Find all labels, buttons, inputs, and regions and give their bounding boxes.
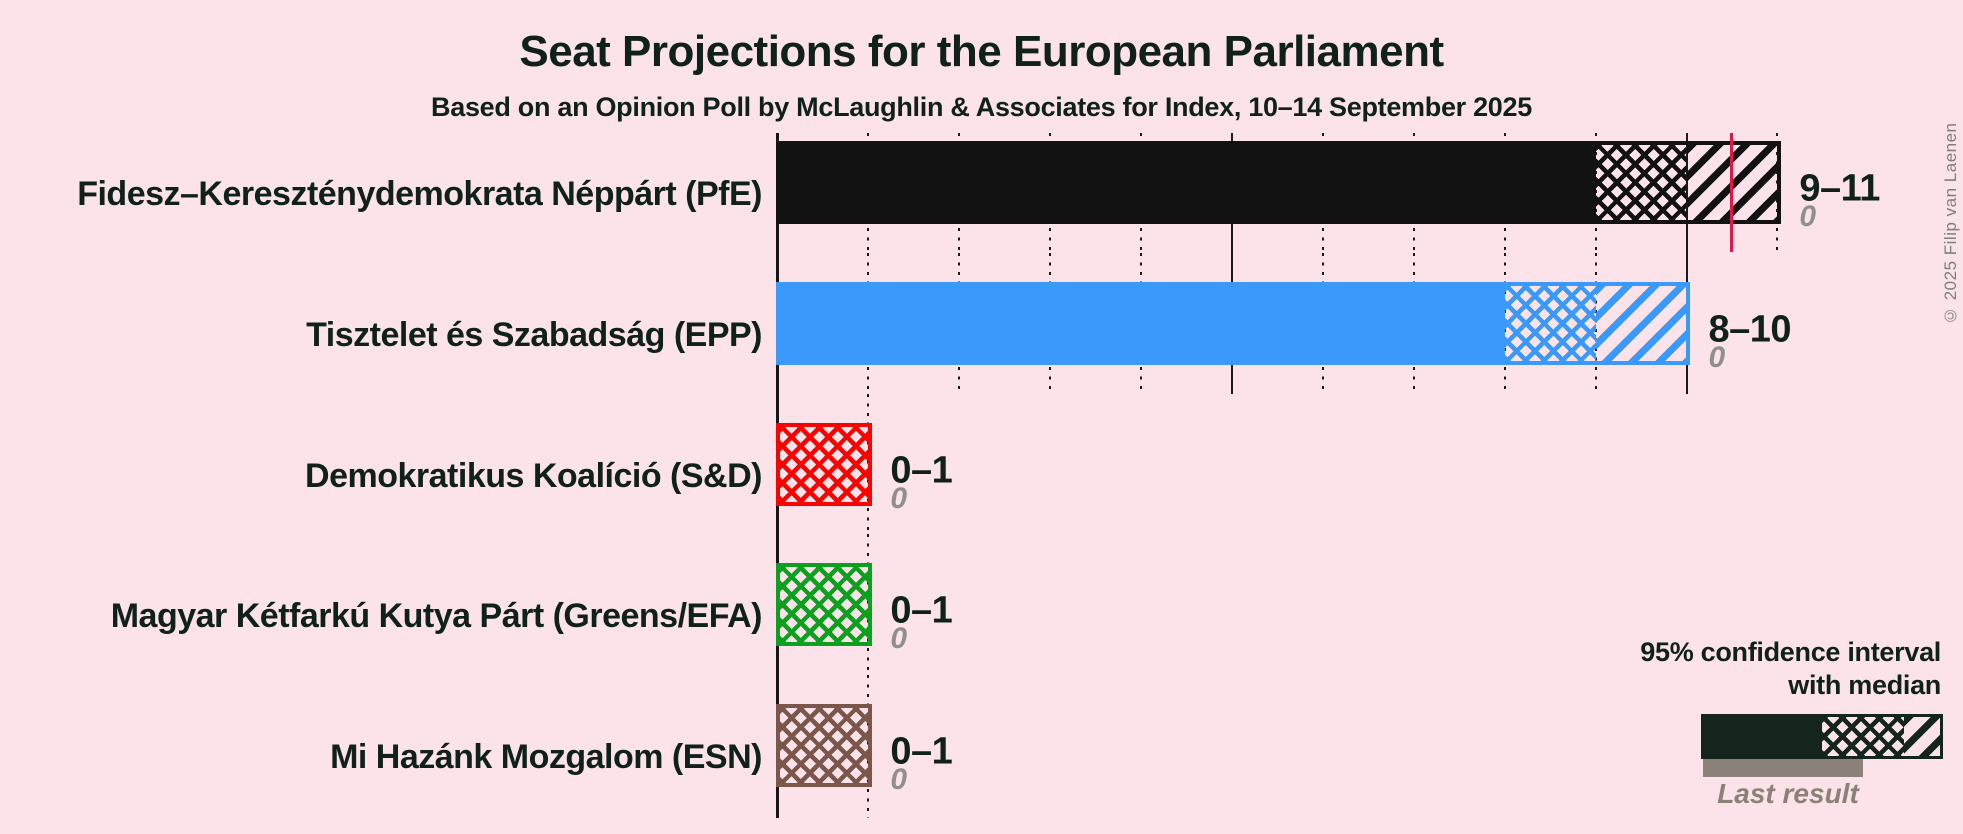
- confidence-interval-bar: [776, 282, 1690, 365]
- last-result-value: 0: [890, 763, 908, 796]
- copyright-notice: © 2025 Filip van Laenen: [1941, 122, 1960, 325]
- last-result-value: 0: [890, 622, 908, 655]
- ci-low-to-median-crosshatch-segment: [1595, 145, 1687, 220]
- chart-title: Seat Projections for the European Parlia…: [519, 27, 1444, 76]
- party-label: Magyar Kétfarkú Kutya Párt (Greens/EFA): [110, 597, 763, 635]
- legend-diagonal-segment: [1904, 717, 1940, 756]
- ci-low-to-median-crosshatch-segment: [780, 567, 869, 642]
- party-label: Mi Hazánk Mozgalom (ESN): [330, 738, 762, 776]
- party-label: Fidesz–Kereszténydemokrata Néppárt (PfE): [77, 175, 762, 213]
- legend-ci-line2: with median: [1788, 670, 1941, 700]
- majority-threshold-line: [1730, 133, 1734, 252]
- chart-subtitle: Based on an Opinion Poll by McLaughlin &…: [431, 92, 1532, 122]
- ci-median-to-high-diagonal-segment: [1595, 286, 1686, 361]
- confidence-interval-bar: [776, 704, 872, 787]
- ci-low-to-median-crosshatch-segment: [1504, 286, 1596, 361]
- ci-low-to-median-crosshatch-segment: [780, 708, 869, 783]
- legend-last-result-bar: [1703, 759, 1863, 777]
- seats-range-label: 0–1: [890, 449, 953, 491]
- seats-range-label: 9–11: [1799, 167, 1880, 209]
- seats-range-label: 0–1: [890, 589, 953, 631]
- seats-range-label: 0–1: [890, 730, 953, 772]
- last-result-value: 0: [1799, 200, 1817, 233]
- ci-lower-solid-segment: [780, 286, 1505, 361]
- legend-ci-sample-bar: [1701, 714, 1943, 759]
- legend-last-result-label: Last result: [1717, 778, 1859, 809]
- legend-ci-label: 95% confidence interval with median: [1640, 636, 1941, 702]
- legend-solid-segment: [1704, 717, 1822, 756]
- confidence-interval-bar: [776, 423, 872, 506]
- party-label: Demokratikus Koalíció (S&D): [305, 457, 762, 495]
- party-label: Tisztelet és Szabadság (EPP): [306, 316, 762, 354]
- confidence-interval-bar: [776, 141, 1781, 224]
- seats-range-label: 8–10: [1708, 308, 1792, 350]
- legend-crosshatch-segment: [1822, 717, 1904, 756]
- last-result-value: 0: [1708, 341, 1726, 374]
- legend-ci-line1: 95% confidence interval: [1640, 637, 1941, 667]
- confidence-interval-bar: [776, 563, 872, 646]
- last-result-value: 0: [890, 482, 908, 515]
- ci-lower-solid-segment: [780, 145, 1596, 220]
- ci-low-to-median-crosshatch-segment: [780, 427, 869, 502]
